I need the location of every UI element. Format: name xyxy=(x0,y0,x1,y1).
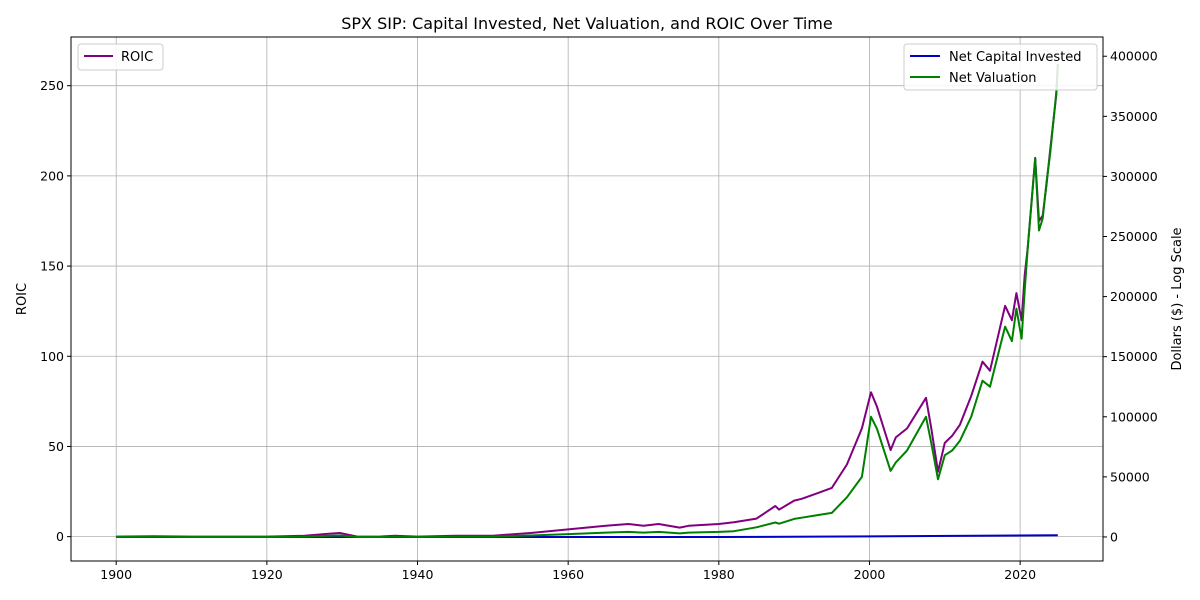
y-right-tick-label: 200000 xyxy=(1110,289,1158,304)
x-tick-label: 1940 xyxy=(402,567,434,582)
y-left-tick-label: 50 xyxy=(48,439,64,454)
x-tick-label: 1980 xyxy=(703,567,735,582)
y-left-tick-label: 150 xyxy=(40,259,64,274)
legend-label-roic: ROIC xyxy=(121,50,153,65)
x-tick-label: 1960 xyxy=(552,567,584,582)
y-axis-left: 0 50 100 150 200 250 xyxy=(40,78,71,544)
y-axis-right-label: Dollars ($) - Log Scale xyxy=(1170,227,1185,370)
y-right-tick-label: 250000 xyxy=(1110,229,1158,244)
x-tick-label: 2000 xyxy=(854,567,886,582)
y-axis-right: 0 50000 100000 150000 200000 250000 300000 3500… xyxy=(1103,49,1158,544)
x-tick-label: 1900 xyxy=(100,567,132,582)
y-left-tick-label: 250 xyxy=(40,78,64,93)
series-line-net-valuation xyxy=(116,65,1059,538)
legend-right: Net Capital Invested Net Valuation xyxy=(903,43,1098,91)
legend-left: ROIC xyxy=(77,43,164,71)
y-left-tick-label: 100 xyxy=(40,349,64,364)
y-right-tick-label: 50000 xyxy=(1110,469,1150,484)
y-left-tick-label: 0 xyxy=(56,529,64,544)
y-right-tick-label: 100000 xyxy=(1110,409,1158,424)
plot-frame xyxy=(70,36,1104,562)
y-axis-left-label: ROIC xyxy=(15,283,30,315)
y-left-tick-label: 200 xyxy=(40,168,64,183)
series-layer xyxy=(116,64,1059,538)
chart-title: SPX SIP: Capital Invested, Net Valuation… xyxy=(341,14,832,33)
y-right-tick-label: 350000 xyxy=(1110,109,1158,124)
x-tick-label: 1920 xyxy=(251,567,283,582)
y-right-tick-label: 300000 xyxy=(1110,169,1158,184)
y-right-tick-label: 0 xyxy=(1110,529,1118,544)
x-axis: 1900 1920 1940 1960 1980 2000 2020 xyxy=(100,561,1036,582)
x-tick-label: 2020 xyxy=(1004,567,1036,582)
y-right-tick-label: 400000 xyxy=(1110,49,1158,64)
legend-label-net-capital-invested: Net Capital Invested xyxy=(949,50,1082,65)
legend-label-net-valuation: Net Valuation xyxy=(949,71,1037,86)
y-right-tick-label: 150000 xyxy=(1110,349,1158,364)
